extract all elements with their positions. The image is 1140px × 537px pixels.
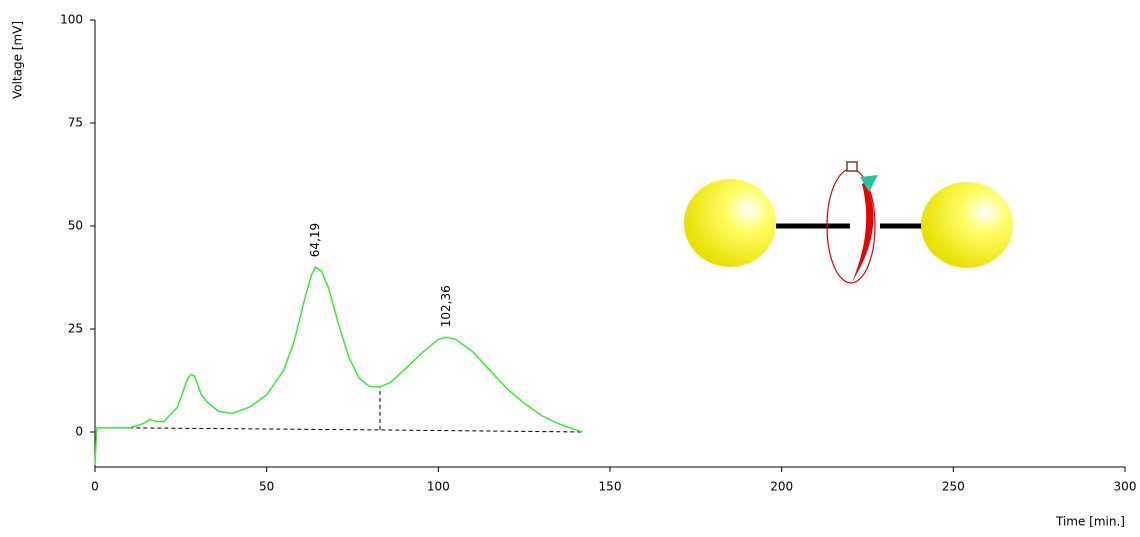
- x-tick-label: 100: [427, 480, 450, 494]
- y-axis-label: Voltage [mV]: [11, 21, 25, 99]
- peak-label: 102,36: [439, 285, 453, 327]
- signal-line: [94, 266, 583, 465]
- x-tick-label: 250: [942, 480, 965, 494]
- x-axis-label: Time [min.]: [1055, 515, 1125, 529]
- ring-shade: [852, 182, 874, 282]
- x-tick-label: 150: [599, 480, 622, 494]
- stopper: [684, 179, 776, 267]
- rotaxane-diagram: [684, 161, 1013, 284]
- marker: [846, 161, 858, 172]
- x-tick-label: 50: [259, 480, 274, 494]
- y-tick-label: 50: [68, 218, 83, 232]
- y-tick-label: 75: [68, 115, 83, 129]
- x-tick-label: 300: [1114, 480, 1137, 494]
- marker: [860, 175, 878, 192]
- baseline: [129, 427, 583, 433]
- y-tick-label: 100: [60, 13, 83, 27]
- y-tick-label: 25: [68, 321, 83, 335]
- x-tick-label: 0: [91, 480, 99, 494]
- stopper: [921, 182, 1013, 268]
- y-tick-label: 0: [75, 424, 83, 438]
- peak-label: 64,19: [308, 223, 322, 257]
- x-tick-label: 200: [770, 480, 793, 494]
